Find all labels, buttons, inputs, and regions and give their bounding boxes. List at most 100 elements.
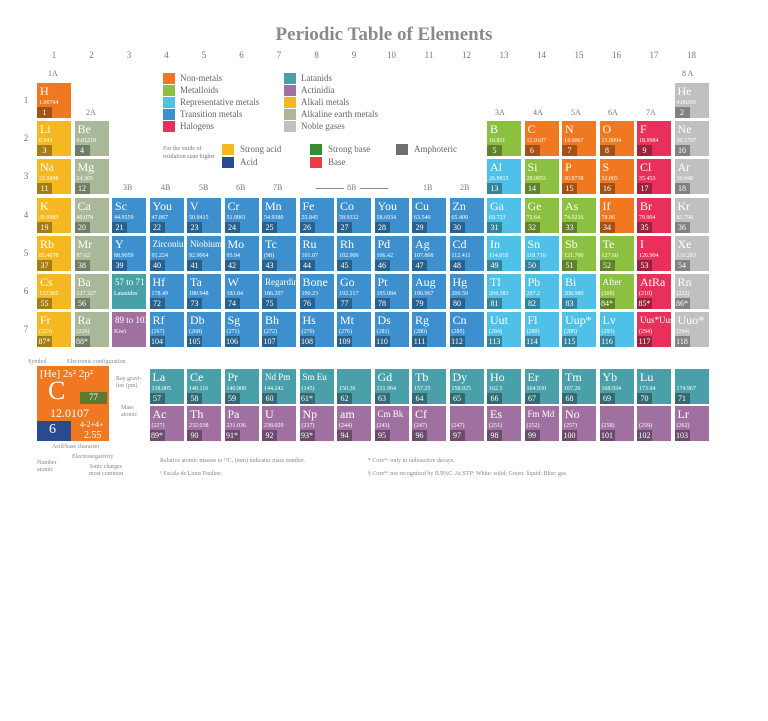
element-cell[interactable]: Bi 208.980 83 <box>561 273 597 310</box>
element-cell[interactable]: Es (251) 98 <box>486 405 522 442</box>
element-cell[interactable]: He 4.00260 2 <box>673 82 710 119</box>
element-cell[interactable]: Kr 83.798 36 <box>673 196 710 234</box>
element-cell[interactable]: Be 9.01218 4 <box>73 120 110 158</box>
element-cell[interactable]: Rn (222) 86* <box>673 273 710 310</box>
element-cell[interactable]: Yb 168.934 69 <box>598 368 635 405</box>
element-cell[interactable]: Te 127.60 52 <box>598 234 635 272</box>
element-cell[interactable]: (258) 101 <box>598 405 635 442</box>
element-cell[interactable]: Br 79.904 35 <box>636 196 672 234</box>
element-cell[interactable]: Fm Md (252) 99 <box>523 405 560 442</box>
element-cell[interactable]: Nd Pm 144.242 60 <box>261 368 297 405</box>
element-cell[interactable]: (259) 102 <box>636 405 672 442</box>
element-cell[interactable]: Np (237) 93* <box>298 405 335 442</box>
element-cell[interactable]: La 138.905 57 <box>148 368 185 405</box>
element-cell[interactable]: Cs 132.905 55 <box>36 273 72 310</box>
element-cell[interactable]: Cu 63.546 29 <box>411 196 447 234</box>
element-cell[interactable]: I 126.904 53 <box>636 234 672 272</box>
element-cell[interactable]: Uus*Uus (294) 117 <box>636 311 672 349</box>
element-cell[interactable]: Ru 101.07 44 <box>298 234 335 272</box>
element-cell[interactable]: Tl 204.383 81 <box>486 273 522 310</box>
element-cell[interactable]: You 47.867 22 <box>148 196 185 234</box>
element-cell[interactable]: Na 22.9898 11 <box>36 158 72 196</box>
element-cell[interactable]: Tb 157.25 64 <box>411 368 447 405</box>
element-cell[interactable]: Pa 231.036 91* <box>223 405 260 442</box>
element-cell[interactable]: C 12.0107 6 <box>523 120 560 158</box>
element-cell[interactable]: Tc (98) 43 <box>261 234 297 272</box>
element-cell[interactable]: Pr 140.908 59 <box>223 368 260 405</box>
element-cell[interactable]: Db (268) 105 <box>186 311 222 349</box>
element-cell[interactable]: Tm 167.26 68 <box>561 368 597 405</box>
element-cell[interactable]: Sm Eu (145) 61* <box>298 368 335 405</box>
element-cell[interactable]: Cf (247) 96 <box>411 405 447 442</box>
element-cell[interactable]: Cr 51.9961 24 <box>223 196 260 234</box>
element-cell[interactable]: Sg (271) 106 <box>223 311 260 349</box>
element-cell[interactable]: Go 192.217 77 <box>336 273 372 310</box>
element-cell[interactable]: Zn 65.409 30 <box>448 196 485 234</box>
element-cell[interactable]: Li 6.941 3 <box>36 120 72 158</box>
element-cell[interactable]: Pb 207.2 82 <box>523 273 560 310</box>
element-cell[interactable]: Fe 55.845 26 <box>298 196 335 234</box>
element-cell[interactable]: 89 to 103 Kiwi <box>111 311 147 349</box>
element-cell[interactable]: Lr (262) 103 <box>673 405 710 442</box>
element-cell[interactable]: Ta 180.948 73 <box>186 273 222 310</box>
element-cell[interactable]: Ba 137.327 56 <box>73 273 110 310</box>
element-cell[interactable]: K 39.0983 19 <box>36 196 72 234</box>
element-cell[interactable]: After (209) 84* <box>598 273 635 310</box>
element-cell[interactable]: 57 to 71 Latanides <box>111 273 147 310</box>
element-cell[interactable]: Aug 196.967 79 <box>411 273 447 310</box>
element-cell[interactable]: F 18.9984 9 <box>636 120 672 158</box>
element-cell[interactable]: Ag 107.868 47 <box>411 234 447 272</box>
element-cell[interactable]: Fl (289) 114 <box>523 311 560 349</box>
element-cell[interactable]: Rb 85.4678 37 <box>36 234 72 272</box>
element-cell[interactable]: H 1.00794 1 <box>36 82 72 119</box>
element-cell[interactable]: Ce 140.116 58 <box>186 368 222 405</box>
element-cell[interactable]: Uut (284) 113 <box>486 311 522 349</box>
element-cell[interactable]: Cd 112.411 48 <box>448 234 485 272</box>
element-cell[interactable]: Co 58.9332 27 <box>336 196 372 234</box>
element-cell[interactable]: Cm Bk (243) 95 <box>373 405 410 442</box>
element-cell[interactable]: Al 26.9815 13 <box>486 158 522 196</box>
element-cell[interactable]: Dy 158.925 65 <box>448 368 485 405</box>
element-cell[interactable]: Ga 69.723 31 <box>486 196 522 234</box>
element-cell[interactable]: Y 88.9059 39 <box>111 234 147 272</box>
element-cell[interactable]: am (244) 94 <box>336 405 372 442</box>
element-cell[interactable]: Mo 95.94 42 <box>223 234 260 272</box>
element-cell[interactable]: Sb 121.760 51 <box>561 234 597 272</box>
element-cell[interactable]: V 50.9415 23 <box>186 196 222 234</box>
element-cell[interactable]: (247) 97 <box>448 405 485 442</box>
element-cell[interactable]: Sc 44.9559 21 <box>111 196 147 234</box>
element-cell[interactable]: Rh 102.906 45 <box>336 234 372 272</box>
element-cell[interactable]: W 183.84 74 <box>223 273 260 310</box>
element-cell[interactable]: Ar 39.948 18 <box>673 158 710 196</box>
element-cell[interactable]: Cn (285) 112 <box>448 311 485 349</box>
element-cell[interactable]: Sn 118.710 50 <box>523 234 560 272</box>
element-cell[interactable]: AtRa (210) 85* <box>636 273 672 310</box>
element-cell[interactable]: If 78.96 34 <box>598 196 635 234</box>
element-cell[interactable]: Bh (272) 107 <box>261 311 297 349</box>
element-cell[interactable]: U 238.029 92 <box>261 405 297 442</box>
element-cell[interactable]: Gd 151.964 63 <box>373 368 410 405</box>
element-cell[interactable]: Ca 40.078 20 <box>73 196 110 234</box>
element-cell[interactable]: Fr (223) 87* <box>36 311 72 349</box>
element-cell[interactable]: Th 232.038 90 <box>186 405 222 442</box>
element-cell[interactable]: Mt (276) 109 <box>336 311 372 349</box>
element-cell[interactable]: Uuo* (294) 118 <box>673 311 710 349</box>
element-cell[interactable]: Ac (227) 89* <box>148 405 185 442</box>
element-cell[interactable]: Si 28.0855 14 <box>523 158 560 196</box>
element-cell[interactable]: Lu 173.04 70 <box>636 368 672 405</box>
element-cell[interactable]: Bone 190.23 76 <box>298 273 335 310</box>
element-cell[interactable]: S 32.065 16 <box>598 158 635 196</box>
element-cell[interactable]: B 10.811 5 <box>486 120 522 158</box>
element-cell[interactable]: Pt 195.084 78 <box>373 273 410 310</box>
element-cell[interactable]: 174.967 71 <box>673 368 710 405</box>
element-cell[interactable]: N 14.0067 7 <box>561 120 597 158</box>
element-cell[interactable]: Hf 178.49 72 <box>148 273 185 310</box>
element-cell[interactable]: Ds (281) 110 <box>373 311 410 349</box>
element-cell[interactable]: P 30.9738 15 <box>561 158 597 196</box>
element-cell[interactable]: Rg (280) 111 <box>411 311 447 349</box>
element-cell[interactable]: Ho 162.5 66 <box>486 368 522 405</box>
element-cell[interactable]: Rf (267) 104 <box>148 311 185 349</box>
element-cell[interactable]: Pd 106.42 46 <box>373 234 410 272</box>
